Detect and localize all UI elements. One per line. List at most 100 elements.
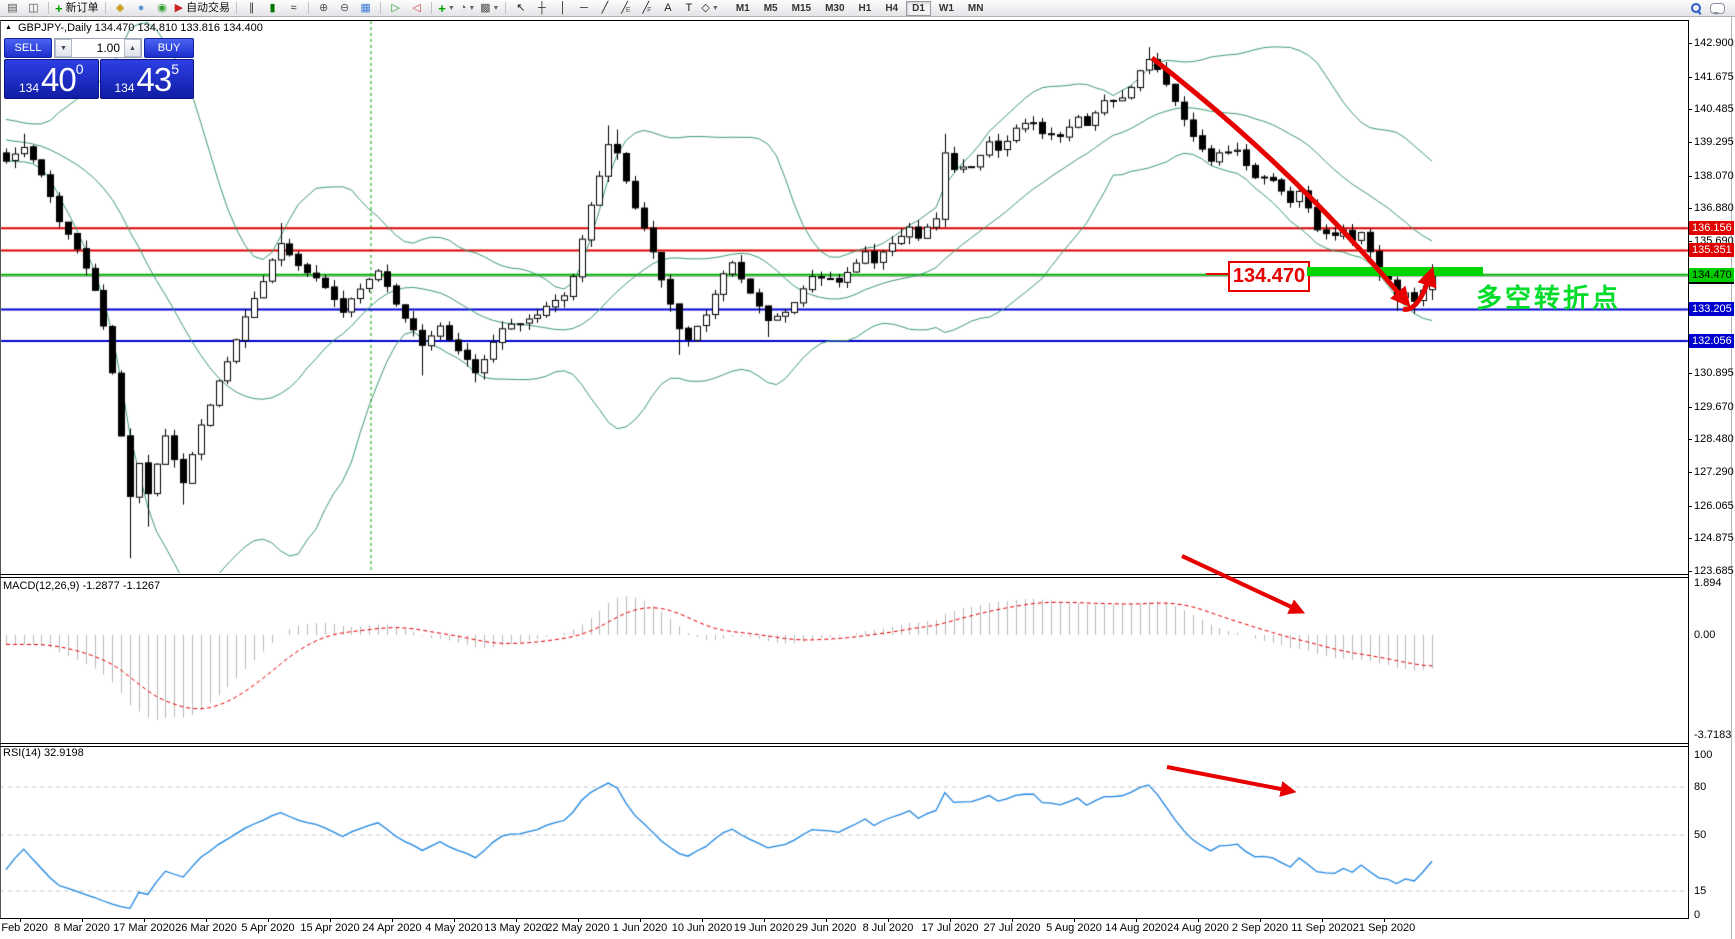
time-tick xyxy=(764,918,765,922)
data-window-icon[interactable]: ◫ xyxy=(23,1,44,16)
arrows-objects-icon: ◇ xyxy=(701,1,710,14)
pane-divider[interactable] xyxy=(0,746,1689,747)
date-label: 26 Mar 2020 xyxy=(175,922,237,934)
symbol-marker-icon: ▲ xyxy=(5,24,12,31)
zoom-in-icon[interactable]: ⊕ xyxy=(313,1,334,16)
fibonacci-icon[interactable]: ╱ F xyxy=(636,1,657,16)
price-tick xyxy=(1688,471,1692,473)
timeframe-h4[interactable]: H4 xyxy=(885,2,899,14)
time-tick xyxy=(516,918,517,922)
timeframe-h1[interactable]: H1 xyxy=(858,2,872,14)
zoom-out-icon[interactable]: ⊖ xyxy=(334,1,355,16)
price-tick-label: 140.485 xyxy=(1694,103,1734,116)
trendline-icon[interactable]: ╱ xyxy=(594,1,615,16)
price-axis[interactable]: 142.900 141.675 140.485 139.295 138.070 136.8… xyxy=(1688,20,1735,921)
buy-button[interactable]: BUY xyxy=(144,38,194,58)
time-tick xyxy=(702,918,703,922)
pivot-highlight-bar[interactable] xyxy=(1307,267,1483,276)
cursor-icon[interactable]: ↖ xyxy=(510,1,531,16)
rsi-axis-label: 80 xyxy=(1694,781,1707,793)
line-chart-icon[interactable]: ≈ xyxy=(283,1,304,16)
trendline-icon: ╱ xyxy=(601,1,609,14)
search-icon[interactable] xyxy=(1690,2,1702,14)
macd-axis-label: 1.894 xyxy=(1694,577,1722,589)
volume-increase-button[interactable]: ▲ xyxy=(124,39,141,57)
resistance-level-chip: 136.156 xyxy=(1689,221,1734,236)
mql5-community-icon[interactable]: ● xyxy=(131,1,152,16)
data-window-icon: ◫ xyxy=(28,1,39,14)
timeframe-m5[interactable]: M5 xyxy=(763,2,778,14)
periods-icon[interactable]: ◔ ▼ xyxy=(457,1,478,16)
horizontal-line-icon[interactable]: ─ xyxy=(573,1,594,16)
candlestick-chart-icon[interactable]: ▮ xyxy=(262,1,283,16)
zoom-out-icon: ⊖ xyxy=(339,1,350,14)
autotrading-button[interactable]: ▶ 自动交易 xyxy=(173,1,232,16)
timeframe-m30[interactable]: M30 xyxy=(825,2,845,14)
toolbar-separator xyxy=(308,2,310,14)
ohlc-open: 134.470 xyxy=(94,22,135,34)
text-label-icon: T xyxy=(685,1,693,14)
toolbar-separator xyxy=(431,2,433,14)
turning-point-annotation[interactable]: 多空转折点 xyxy=(1476,283,1622,313)
toolbar-separator xyxy=(236,2,238,14)
time-tick xyxy=(20,918,21,922)
time-tick xyxy=(1012,918,1013,922)
autotrading-button-label: 自动交易 xyxy=(186,1,231,14)
candlestick-chart-icon: ▮ xyxy=(269,1,276,14)
volume-input[interactable] xyxy=(72,39,124,57)
bar-chart-icon: ∥ xyxy=(248,1,255,14)
auto-scroll-icon[interactable]: ▷ xyxy=(385,1,406,16)
arrows-objects-icon[interactable]: ◇ ▼ xyxy=(699,1,720,16)
timeframe-d1[interactable]: D1 xyxy=(906,0,931,16)
pane-divider[interactable] xyxy=(0,577,1689,578)
chat-icon[interactable] xyxy=(1710,2,1725,15)
mql5-community-icon: ● xyxy=(137,1,145,14)
timeframe-m1[interactable]: M1 xyxy=(735,2,750,14)
toolbar-separator xyxy=(48,2,49,14)
arrows-objects-icon-dropdown[interactable]: ▼ xyxy=(711,4,719,12)
indicators-icon[interactable]: + ▼ xyxy=(436,1,457,16)
crosshair-icon[interactable]: ┼ xyxy=(531,1,552,16)
pane-divider[interactable] xyxy=(0,574,1689,575)
equidistant-channel-icon[interactable]: ╱ E xyxy=(615,1,636,16)
bar-chart-icon[interactable]: ∥ xyxy=(241,1,262,16)
price-annotation-box[interactable]: 134.470 xyxy=(1228,261,1310,292)
price-tick-label: 128.480 xyxy=(1694,433,1734,446)
gold-icon[interactable]: ◆ xyxy=(110,1,131,16)
autotrading-button: ▶ xyxy=(174,1,184,14)
date-label: 5 Apr 2020 xyxy=(241,922,295,934)
new-order-button[interactable]: + 新订单 xyxy=(53,1,101,16)
sell-button[interactable]: SELL xyxy=(4,38,52,58)
price-tick xyxy=(1688,571,1692,573)
date-label: 24 Apr 2020 xyxy=(362,922,422,934)
date-label: 4 May 2020 xyxy=(425,922,483,934)
sell-price-prefix: 134 xyxy=(18,81,39,95)
indicators-icon-dropdown[interactable]: ▼ xyxy=(447,4,455,12)
volume-decrease-button[interactable]: ▼ xyxy=(55,39,72,57)
signals-icon[interactable]: ◉ xyxy=(152,1,173,16)
periods-icon-dropdown[interactable]: ▼ xyxy=(468,4,476,12)
pane-divider[interactable] xyxy=(0,743,1689,744)
time-tick xyxy=(640,918,641,922)
time-tick xyxy=(268,918,269,922)
timeframe-w1[interactable]: W1 xyxy=(938,2,954,14)
toolbar-right xyxy=(1690,2,1733,15)
crosshair-icon: ┼ xyxy=(538,1,546,14)
text-label-icon[interactable]: T xyxy=(678,1,699,16)
timeframe-mn[interactable]: MN xyxy=(967,2,984,14)
text-icon[interactable]: A xyxy=(657,1,678,16)
window-right-border xyxy=(1731,0,1732,939)
tile-windows-icon[interactable]: ▦ xyxy=(355,1,376,16)
sell-price-button[interactable]: 134 40 0 xyxy=(4,59,99,99)
templates-icon[interactable]: ▩ ▼ xyxy=(478,1,501,16)
buy-price-button[interactable]: 134 43 5 xyxy=(99,59,194,99)
templates-icon-dropdown[interactable]: ▼ xyxy=(492,4,500,12)
resistance-level-chip: 135.351 xyxy=(1689,243,1734,258)
one-click-trading-panel: SELL ▼ ▲ BUY 134 40 0 134 43 5 xyxy=(4,38,194,99)
chart-shift-icon[interactable]: ◁ xyxy=(406,1,427,16)
market-watch-icon[interactable]: ▤ xyxy=(2,1,23,16)
vertical-line-icon[interactable]: │ xyxy=(552,1,573,16)
timeframe-m15[interactable]: M15 xyxy=(791,2,812,14)
